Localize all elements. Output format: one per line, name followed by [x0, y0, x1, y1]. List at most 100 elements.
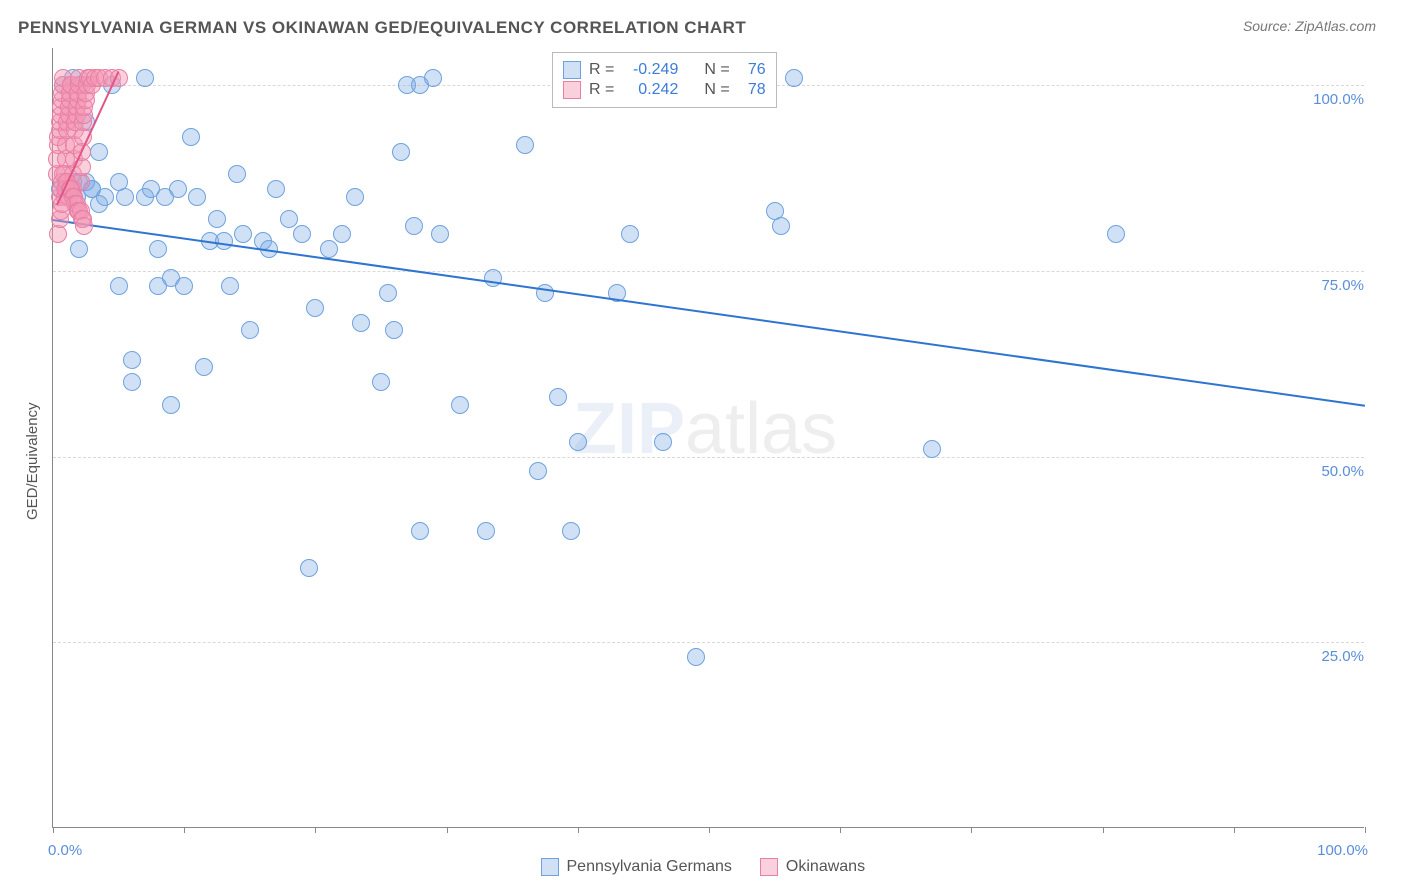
r-value-pg: -0.249: [622, 61, 678, 79]
gridline: [53, 457, 1364, 458]
scatter-point-pg: [654, 433, 672, 451]
x-axis-label: 100.0%: [1304, 842, 1368, 859]
n-value-pg: 76: [738, 61, 766, 79]
scatter-point-pg: [280, 210, 298, 228]
x-tick: [315, 827, 316, 833]
scatter-point-pg: [228, 165, 246, 183]
scatter-point-pg: [208, 210, 226, 228]
scatter-point-pg: [451, 396, 469, 414]
scatter-point-pg: [392, 143, 410, 161]
y-tick-label: 50.0%: [1294, 463, 1364, 480]
scatter-point-pg: [123, 373, 141, 391]
x-axis-label: 0.0%: [48, 842, 82, 859]
x-tick: [1365, 827, 1366, 833]
scatter-point-pg: [687, 648, 705, 666]
scatter-point-pg: [188, 188, 206, 206]
scatter-point-pg: [562, 522, 580, 540]
y-axis-label: GED/Equivalency: [24, 402, 41, 520]
scatter-point-pg: [785, 69, 803, 87]
scatter-point-pg: [162, 396, 180, 414]
scatter-point-pg: [70, 240, 88, 258]
legend-item-ok: Okinawans: [760, 858, 865, 876]
scatter-point-pg: [405, 217, 423, 235]
scatter-point-pg: [772, 217, 790, 235]
scatter-point-pg: [241, 321, 259, 339]
legend-label-pg: Pennsylvania Germans: [567, 858, 732, 876]
scatter-point-pg: [195, 358, 213, 376]
scatter-point-pg: [385, 321, 403, 339]
scatter-point-ok: [75, 217, 93, 235]
scatter-point-pg: [379, 284, 397, 302]
swatch-ok: [563, 81, 581, 99]
scatter-point-pg: [267, 180, 285, 198]
scatter-point-pg: [182, 128, 200, 146]
legend-swatch-ok: [760, 858, 778, 876]
scatter-point-pg: [549, 388, 567, 406]
x-tick: [840, 827, 841, 833]
source-name: ZipAtlas.com: [1295, 18, 1376, 34]
x-tick: [709, 827, 710, 833]
scatter-point-pg: [484, 269, 502, 287]
scatter-point-pg: [116, 188, 134, 206]
scatter-point-pg: [175, 277, 193, 295]
source-prefix: Source:: [1243, 18, 1295, 34]
x-tick: [184, 827, 185, 833]
legend-swatch-pg: [541, 858, 559, 876]
n-label: N =: [704, 81, 729, 99]
x-tick: [971, 827, 972, 833]
n-value-ok: 78: [738, 81, 766, 99]
gridline: [53, 642, 1364, 643]
legend-label-ok: Okinawans: [786, 858, 865, 876]
scatter-point-pg: [372, 373, 390, 391]
y-tick-label: 100.0%: [1294, 91, 1364, 108]
x-tick: [578, 827, 579, 833]
scatter-point-pg: [346, 188, 364, 206]
chart-title: PENNSYLVANIA GERMAN VS OKINAWAN GED/EQUI…: [18, 18, 746, 38]
stat-row-ok: R = 0.242 N = 78: [563, 81, 766, 99]
scatter-plot-area: ZIPatlas: [52, 48, 1364, 828]
y-tick-label: 25.0%: [1294, 648, 1364, 665]
scatter-point-pg: [424, 69, 442, 87]
scatter-point-pg: [1107, 225, 1125, 243]
scatter-point-pg: [96, 188, 114, 206]
scatter-point-pg: [411, 522, 429, 540]
scatter-point-pg: [221, 277, 239, 295]
scatter-point-pg: [169, 180, 187, 198]
gridline: [53, 271, 1364, 272]
scatter-point-pg: [123, 351, 141, 369]
legend-item-pg: Pennsylvania Germans: [541, 858, 732, 876]
scatter-point-pg: [293, 225, 311, 243]
scatter-point-pg: [621, 225, 639, 243]
swatch-pg: [563, 61, 581, 79]
scatter-point-pg: [320, 240, 338, 258]
scatter-point-pg: [110, 277, 128, 295]
scatter-point-pg: [516, 136, 534, 154]
scatter-point-pg: [352, 314, 370, 332]
r-label: R =: [589, 81, 614, 99]
scatter-point-pg: [923, 440, 941, 458]
n-label: N =: [704, 61, 729, 79]
trend-line-pg: [53, 219, 1365, 407]
scatter-point-pg: [431, 225, 449, 243]
scatter-point-pg: [90, 143, 108, 161]
x-tick: [1103, 827, 1104, 833]
scatter-point-pg: [300, 559, 318, 577]
watermark: ZIPatlas: [573, 388, 837, 470]
x-tick: [447, 827, 448, 833]
source-credit: Source: ZipAtlas.com: [1243, 18, 1376, 34]
scatter-point-pg: [477, 522, 495, 540]
scatter-point-pg: [234, 225, 252, 243]
stat-row-pg: R = -0.249 N = 76: [563, 61, 766, 79]
scatter-point-pg: [136, 69, 154, 87]
scatter-point-pg: [333, 225, 351, 243]
scatter-point-pg: [569, 433, 587, 451]
scatter-point-pg: [215, 232, 233, 250]
correlation-stats-box: R = -0.249 N = 76 R = 0.242 N = 78: [552, 52, 777, 108]
x-tick: [53, 827, 54, 833]
bottom-legend: Pennsylvania Germans Okinawans: [541, 858, 866, 876]
y-tick-label: 75.0%: [1294, 277, 1364, 294]
r-value-ok: 0.242: [622, 81, 678, 99]
x-tick: [1234, 827, 1235, 833]
r-label: R =: [589, 61, 614, 79]
scatter-point-pg: [529, 462, 547, 480]
